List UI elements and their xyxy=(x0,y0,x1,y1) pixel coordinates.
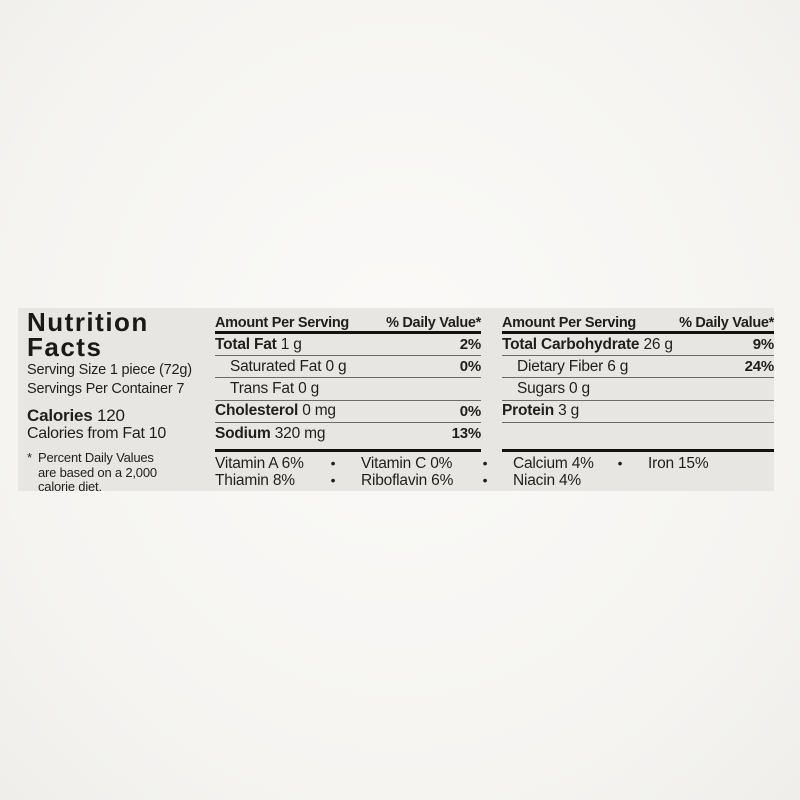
nutrient-name: Total Fat xyxy=(215,335,277,353)
label-title-line2: Facts xyxy=(27,332,103,362)
nutrient-row-sugars: Sugars 0 g xyxy=(502,378,774,401)
micronutrient-item: Iron 15% xyxy=(648,455,709,472)
column-header: Amount Per Serving % Daily Value* xyxy=(215,312,481,334)
nutrient-amount: 26 g xyxy=(643,335,673,353)
footnote-line1: Percent Daily Values xyxy=(38,450,154,465)
label-title-line1: Nutrition xyxy=(27,307,149,337)
nutrient-amount: 6 g xyxy=(607,357,629,375)
micronutrient-row-1: Vitamin A 6% • Vitamin C 0% • Calcium 4%… xyxy=(215,455,774,472)
nutrient-daily-value: 9% xyxy=(752,336,774,354)
footnote-asterisk: * xyxy=(27,450,32,465)
nutrient-name: Sodium xyxy=(215,424,271,442)
nutrient-name: Total Carbohydrate xyxy=(502,335,640,353)
nutrient-row-total-carbohydrate: Total Carbohydrate 26 g 9% xyxy=(502,334,774,357)
calories-from-fat: Calories from Fat 10 xyxy=(27,425,166,442)
daily-value-header: % Daily Value* xyxy=(679,315,774,331)
micronutrient-item: Niacin 4% xyxy=(513,472,581,489)
nutrient-column-carbs-protein: Amount Per Serving % Daily Value* Total … xyxy=(502,312,774,452)
micronutrient-item: Vitamin C 0% xyxy=(361,455,453,472)
calories-value: 120 xyxy=(97,406,125,425)
nutrient-column-fats-sodium: Amount Per Serving % Daily Value* Total … xyxy=(215,312,481,452)
nutrient-amount: 1 g xyxy=(280,335,302,353)
bullet-separator: • xyxy=(330,472,336,488)
nutrient-row-dietary-fiber: Dietary Fiber 6 g 24% xyxy=(502,356,775,379)
nutrient-amount: 0 g xyxy=(325,357,347,375)
footnote-line2: are based on a 2,000 xyxy=(38,464,157,480)
column-header: Amount Per Serving % Daily Value* xyxy=(502,312,774,334)
bullet-separator: • xyxy=(330,455,336,471)
nutrient-name: Dietary Fiber xyxy=(517,357,604,375)
bullet-separator: • xyxy=(482,472,488,488)
calories-line: Calories 120 xyxy=(27,406,215,425)
empty-row xyxy=(502,423,774,445)
nutrient-daily-value: 13% xyxy=(451,425,482,443)
daily-values-footnote: * Percent Daily Values are based on a 2,… xyxy=(27,450,215,495)
nutrient-row-sodium: Sodium 320 mg 13% xyxy=(215,423,481,445)
micronutrient-item: Calcium 4% xyxy=(513,455,594,472)
servings-per-container: Servings Per Container 7 xyxy=(27,381,185,397)
bullet-separator: • xyxy=(482,455,488,471)
nutrient-amount: 0 g xyxy=(569,379,590,397)
nutrient-row-protein: Protein 3 g xyxy=(502,401,774,423)
nutrient-name: Saturated Fat xyxy=(230,357,322,375)
nutrient-row-trans-fat: Trans Fat 0 g xyxy=(215,378,481,401)
nutrient-daily-value: 0% xyxy=(459,358,481,376)
footnote-text: Percent Daily Values are based on a 2,00… xyxy=(38,450,157,495)
nutrient-amount: 0 mg xyxy=(302,402,336,420)
serving-size: Serving Size 1 piece (72g) xyxy=(27,362,192,378)
nutrient-name: Protein xyxy=(502,402,554,420)
nutrition-facts-panel: Nutrition Facts Serving Size 1 piece (72… xyxy=(27,307,215,495)
nutrient-amount: 3 g xyxy=(558,402,580,420)
nutrient-amount: 320 mg xyxy=(274,424,326,442)
amount-per-serving-header: Amount Per Serving xyxy=(215,315,349,331)
label-title: Nutrition Facts xyxy=(27,307,215,362)
micronutrient-row-2: Thiamin 8% • Riboflavin 6% • Niacin 4% xyxy=(215,472,774,489)
nutrient-name: Sugars xyxy=(517,379,565,397)
nutrient-name: Cholesterol xyxy=(215,402,299,420)
micronutrients-section: Vitamin A 6% • Vitamin C 0% • Calcium 4%… xyxy=(215,455,774,489)
nutrient-daily-value: 24% xyxy=(744,358,775,376)
nutrient-row-total-fat: Total Fat 1 g 2% xyxy=(215,334,481,357)
daily-value-header: % Daily Value* xyxy=(386,315,481,331)
nutrient-name: Trans Fat xyxy=(230,379,294,397)
micronutrient-item: Thiamin 8% xyxy=(215,472,295,489)
footnote-line3: calorie diet. xyxy=(38,479,102,494)
nutrient-amount: 0 g xyxy=(298,379,320,397)
nutrient-row-cholesterol: Cholesterol 0 mg 0% xyxy=(215,401,481,423)
calories-label: Calories xyxy=(27,406,93,425)
nutrient-row-saturated-fat: Saturated Fat 0 g 0% xyxy=(215,356,481,379)
bullet-separator: • xyxy=(617,455,623,471)
nutrient-daily-value: 2% xyxy=(459,336,481,354)
amount-per-serving-header: Amount Per Serving xyxy=(502,315,636,331)
micronutrient-item: Riboflavin 6% xyxy=(361,472,454,489)
nutrient-daily-value: 0% xyxy=(459,402,481,420)
nutrition-facts-label: Nutrition Facts Serving Size 1 piece (72… xyxy=(18,308,774,494)
micronutrient-item: Vitamin A 6% xyxy=(215,455,304,472)
